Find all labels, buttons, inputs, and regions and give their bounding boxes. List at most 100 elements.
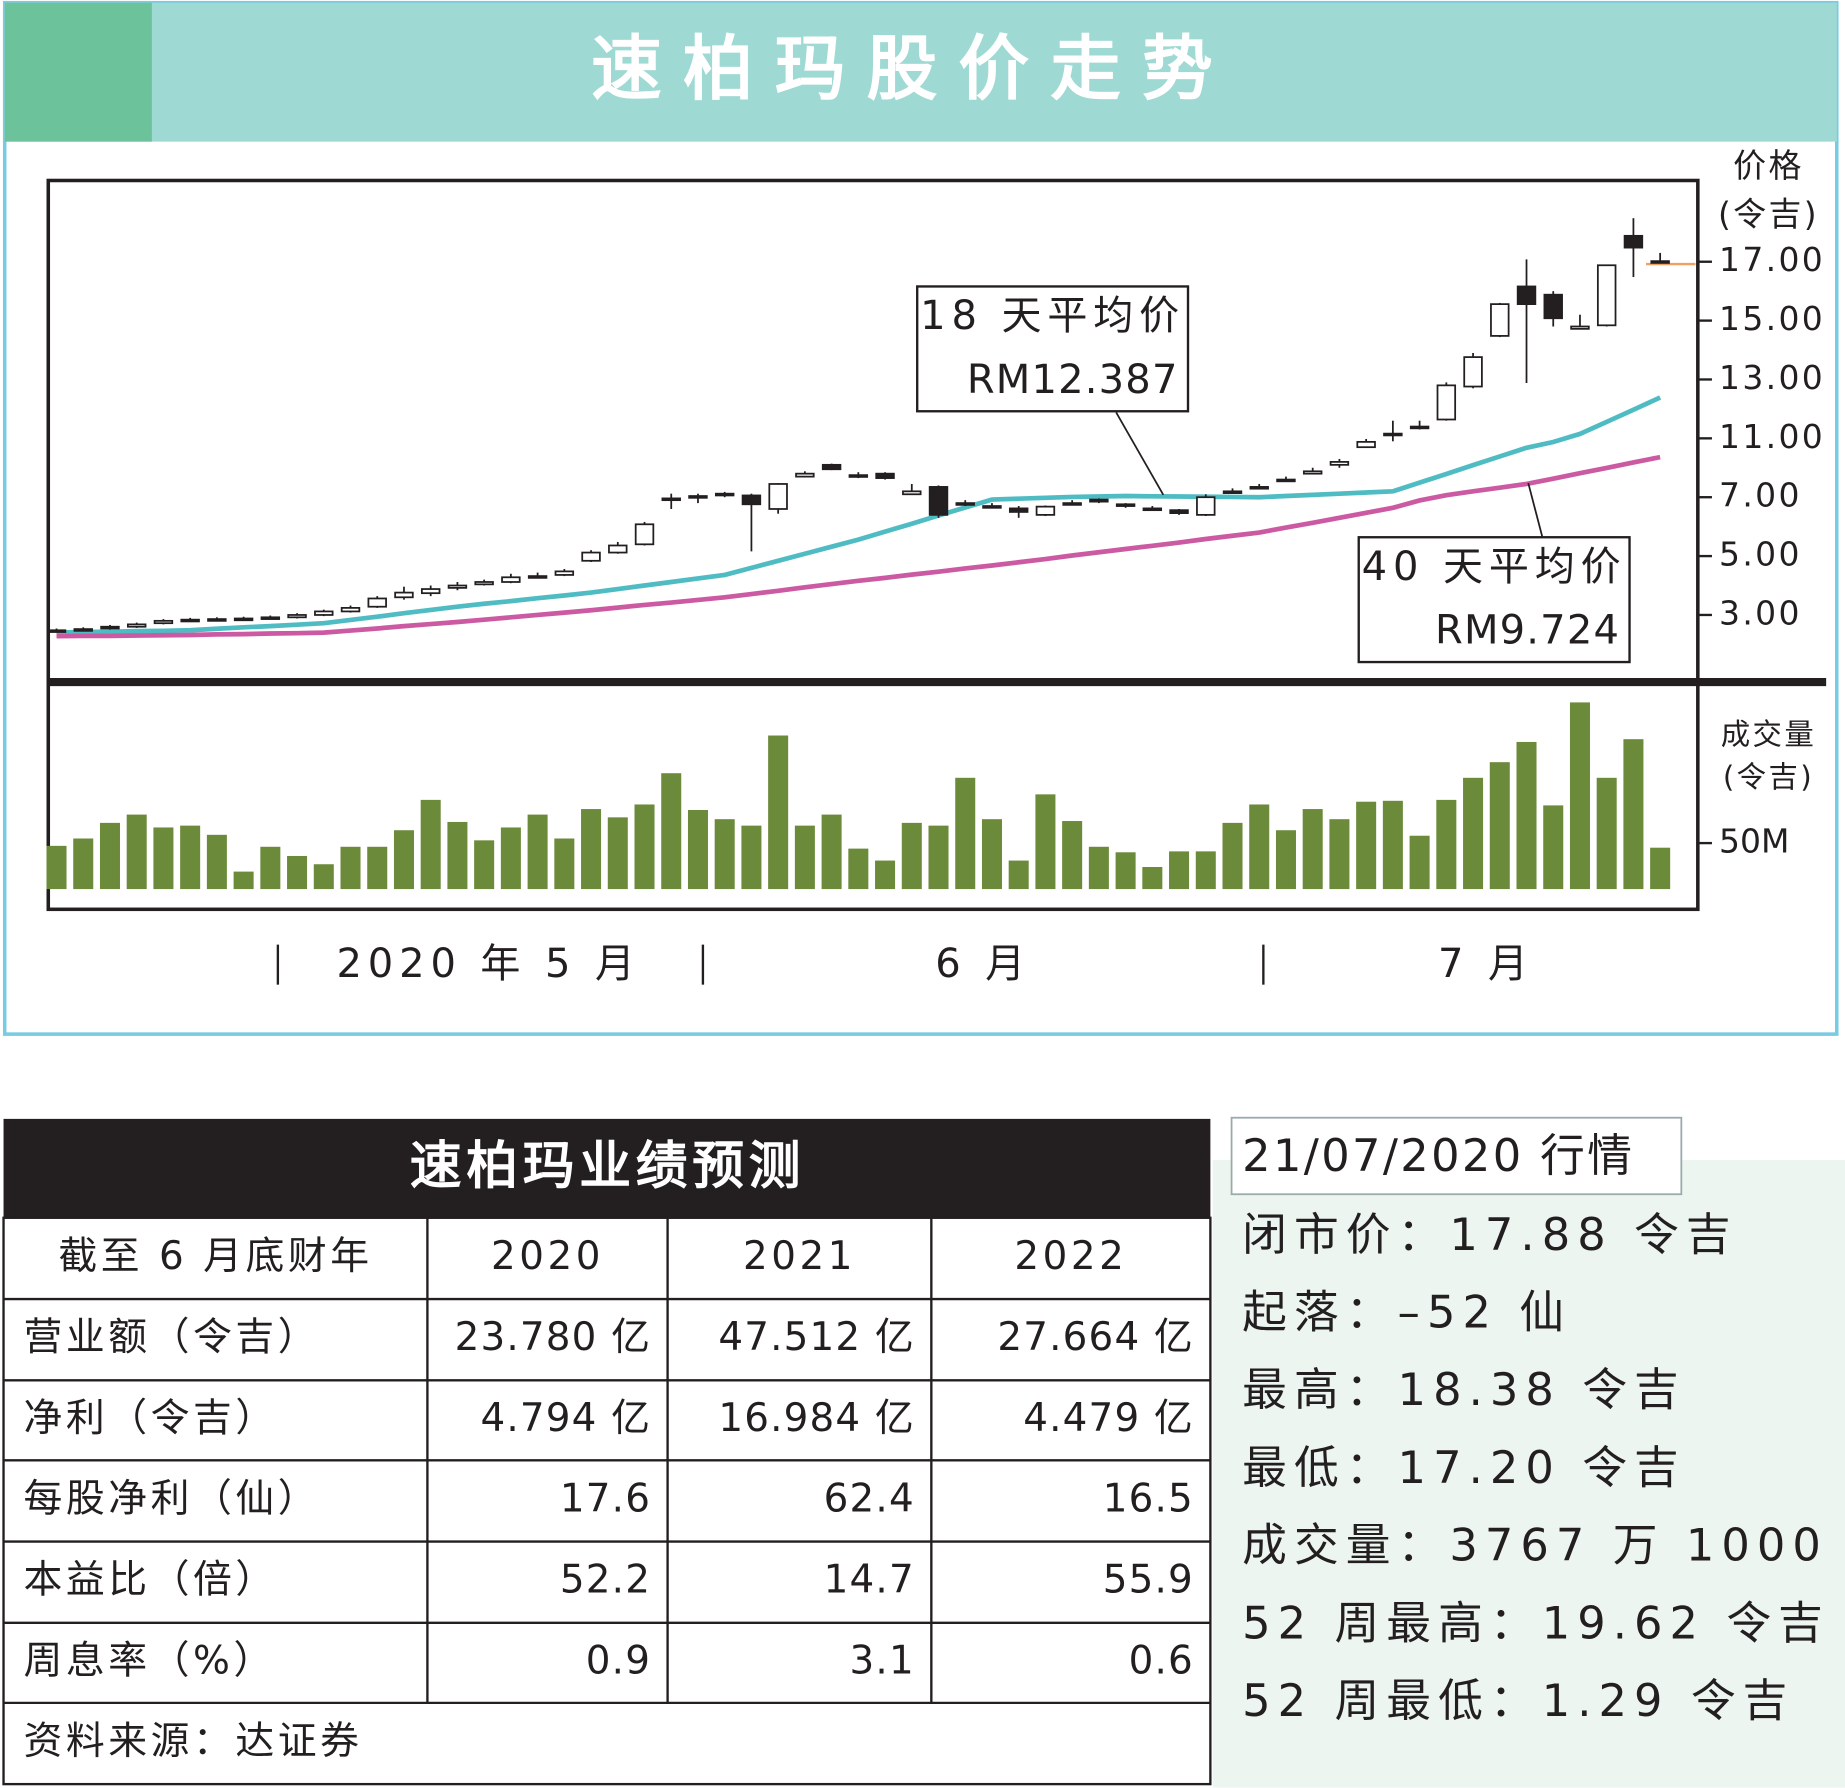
volume-bar <box>901 822 922 890</box>
candle-body <box>1035 505 1056 516</box>
volume-bar <box>554 838 575 890</box>
volume-bar <box>687 809 708 890</box>
x-month-label: 2020 年 5 月 <box>336 941 640 987</box>
volume-bar <box>634 804 655 890</box>
candle-body <box>1436 384 1457 421</box>
candle-body <box>1062 502 1082 506</box>
y-tick-label: 3.00 <box>1719 593 1802 632</box>
candle-body <box>314 610 334 616</box>
header-cell: 截至 6 月底财年 <box>58 1234 372 1279</box>
value-cell: 27.664 亿 <box>997 1315 1194 1360</box>
volume-bar <box>180 825 201 890</box>
quote-line: 起落：–52 仙 <box>1242 1286 1571 1339</box>
leader-line <box>1115 412 1165 496</box>
y-label: 价格 <box>1733 146 1804 185</box>
value-cell: 0.9 <box>586 1638 651 1683</box>
candle-body <box>1490 303 1510 337</box>
candle-body <box>795 472 815 478</box>
candle-body <box>1543 293 1563 320</box>
volume-bar <box>527 814 548 890</box>
value-cell: 17.6 <box>560 1476 651 1521</box>
volume-bar <box>848 848 869 890</box>
quote-line: 成交量：3767 万 1000 股 <box>1242 1519 1845 1572</box>
x-month-label: 6 月 <box>935 941 1031 987</box>
candle-body <box>340 607 361 613</box>
candle-body <box>821 463 842 471</box>
marks: 17.00 15.00 13.00 11.00 7.00 5.00 3.00 50M <box>46 218 1825 890</box>
volume-bar <box>313 864 334 890</box>
value-cell: 62.4 <box>824 1476 915 1521</box>
candle-body <box>46 629 67 633</box>
candle-body <box>741 494 762 506</box>
title-tab <box>4 2 152 142</box>
candle-body <box>447 584 468 589</box>
volume-bar <box>1115 852 1136 890</box>
candle-body <box>1222 490 1243 494</box>
candle-body <box>1570 325 1590 330</box>
header-cell: 2022 <box>1014 1234 1127 1279</box>
volume-bar <box>474 840 495 890</box>
volume-bar <box>821 814 842 890</box>
candle-body <box>73 628 93 632</box>
value-cell: 4.794 亿 <box>480 1396 651 1441</box>
candle-body <box>1356 440 1376 449</box>
volume-bar <box>714 819 735 890</box>
volume-bar <box>928 825 949 890</box>
volume-label: 成交量 <box>1721 718 1816 752</box>
candle-body <box>982 505 1002 509</box>
annotation-name: 40 天平均价 <box>1362 544 1627 590</box>
x-month-label: 7 月 <box>1438 941 1534 987</box>
volume-bar <box>1249 804 1270 890</box>
candle-body <box>955 502 975 506</box>
candle-body <box>1169 509 1189 514</box>
volume-bar <box>1329 819 1350 890</box>
candle-body <box>1196 496 1216 516</box>
quote-title-box <box>1230 1116 1683 1196</box>
candle-body <box>1008 507 1029 513</box>
candle-body <box>126 623 147 628</box>
candle-body <box>367 597 387 608</box>
volume-bar <box>447 821 468 890</box>
y-tick-label: 13.00 <box>1719 358 1825 397</box>
volume-bar <box>393 830 414 890</box>
row-label: 本益比（倍） <box>24 1558 278 1603</box>
volume-bar <box>367 846 388 890</box>
value-cell: 55.9 <box>1103 1558 1194 1603</box>
value-cell: 3.1 <box>850 1638 915 1683</box>
candle-body <box>1383 432 1403 437</box>
candle-body <box>287 614 307 619</box>
volume-bar <box>1222 822 1243 890</box>
annotation-value: RM9.724 <box>1435 608 1620 654</box>
candle-body <box>260 616 281 620</box>
chart-title: 速柏玛股价走势 <box>591 27 1234 110</box>
quote-line: 闭市价：17.88 令吉 <box>1242 1208 1737 1261</box>
table-title-band <box>3 1118 1211 1218</box>
quote-line: 52 周最低：1.29 令吉 <box>1242 1674 1794 1727</box>
volume-bar <box>1409 835 1430 890</box>
candle-body <box>581 551 601 562</box>
candle-body <box>1142 507 1163 512</box>
volume-bar <box>420 799 441 890</box>
y-tick-label: 50M <box>1719 822 1789 861</box>
candle-body <box>768 483 788 510</box>
header-cell: 2020 <box>491 1234 604 1279</box>
candle-body <box>1329 461 1350 466</box>
value-cell: 14.7 <box>824 1558 915 1603</box>
candle-body <box>153 619 174 625</box>
volume-bar <box>768 735 789 890</box>
candle-body <box>1302 470 1323 475</box>
value-cell: 4.479 亿 <box>1023 1396 1194 1441</box>
value-cell: 23.780 亿 <box>455 1315 652 1360</box>
annotation-box <box>916 285 1190 413</box>
quote-line: 最低：17.20 令吉 <box>1242 1441 1686 1494</box>
volume-bar <box>1623 739 1644 890</box>
moving-average-line <box>56 454 1661 639</box>
candle-body <box>1249 486 1269 490</box>
volume-bar <box>1142 867 1163 890</box>
candle-body <box>394 591 414 599</box>
value-cell: 52.2 <box>560 1558 651 1603</box>
value-cell: 47.512 亿 <box>718 1315 915 1360</box>
volume-bar <box>1650 847 1671 890</box>
